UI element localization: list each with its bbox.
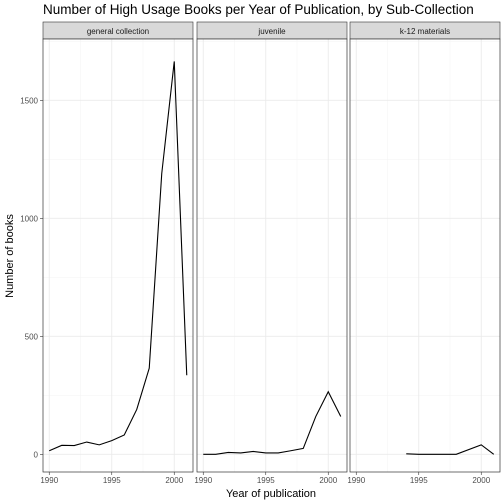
- chart-title: Number of High Usage Books per Year of P…: [43, 2, 474, 17]
- y-axis-title: Number of books: [4, 214, 16, 298]
- series-line: [203, 390, 342, 455]
- facet-panels: general collection 1990 1995 2000 juvenile 19…: [40, 21, 501, 485]
- panel-background: [350, 39, 500, 472]
- x-tick-label: 1995: [410, 476, 428, 485]
- x-tick-label: 1990: [40, 476, 58, 485]
- series-line: [49, 61, 188, 452]
- facet-panel: general collection 1990 1995 2000: [40, 21, 194, 485]
- y-axis: 0 500 1000 1500: [20, 96, 43, 459]
- x-tick-label: 1995: [103, 476, 121, 485]
- x-tick-label: 2000: [472, 476, 490, 485]
- y-tick-label: 1000: [20, 214, 38, 223]
- facet-panel: juvenile 1990 1995 2000: [194, 21, 348, 485]
- panel-background: [43, 39, 193, 472]
- y-tick-label: 0: [34, 450, 39, 459]
- panel-border: [42, 38, 194, 473]
- x-axis-title: Year of publication: [226, 488, 316, 500]
- facet-strip-label: juvenile: [257, 27, 286, 36]
- x-tick-label: 2000: [165, 476, 183, 485]
- y-tick-label: 1500: [20, 96, 38, 105]
- series-line: [406, 444, 495, 455]
- facet-panel: k-12 materials 1990 1995 2000: [347, 21, 501, 485]
- x-tick-label: 1990: [194, 476, 212, 485]
- facet-strip-label: general collection: [87, 27, 149, 36]
- panel-border: [196, 38, 348, 473]
- facet-strip-label: k-12 materials: [400, 27, 450, 36]
- y-tick-label: 500: [25, 332, 39, 341]
- x-tick-label: 1990: [347, 476, 365, 485]
- panel-background: [197, 39, 347, 472]
- panel-border: [349, 38, 501, 473]
- x-tick-label: 1995: [257, 476, 275, 485]
- x-tick-label: 2000: [319, 476, 337, 485]
